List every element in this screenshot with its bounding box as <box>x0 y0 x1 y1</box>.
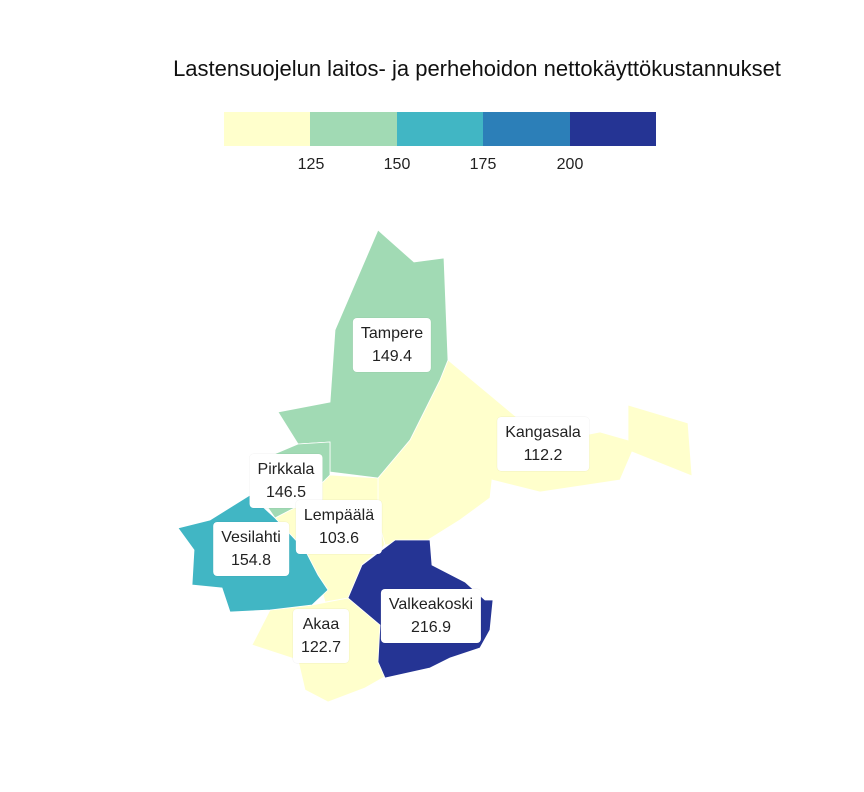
label-valkeakoski-name: Valkeakoski <box>388 596 474 613</box>
label-valkeakoski-value: 216.9 <box>410 619 452 636</box>
legend-swatch-3 <box>396 112 484 146</box>
legend-swatch-4 <box>483 112 570 146</box>
label-pirkkala-name: Pirkkala <box>257 461 315 478</box>
label-lempaala: Lempäälä 103.6 <box>295 500 383 554</box>
label-vesilahti-name: Vesilahti <box>221 529 281 546</box>
label-vesilahti: Vesilahti 154.8 <box>213 522 289 576</box>
label-valkeakoski: Valkeakoski 216.9 <box>380 589 482 643</box>
label-vesilahti-value: 154.8 <box>230 552 272 569</box>
label-kangasala: Kangasala 112.2 <box>497 417 589 471</box>
label-tampere-value: 149.4 <box>371 348 413 365</box>
label-lempaala-name: Lempäälä <box>303 507 375 524</box>
legend-swatch-5 <box>569 112 657 146</box>
legend-tick-150: 150 <box>383 156 411 173</box>
legend-tick-175: 175 <box>469 156 497 173</box>
label-kangasala-name: Kangasala <box>505 424 581 441</box>
label-pirkkala: Pirkkala 146.5 <box>249 454 323 508</box>
label-lempaala-value: 103.6 <box>318 530 360 547</box>
legend-swatch-1 <box>224 112 311 146</box>
label-akaa-name: Akaa <box>302 616 340 633</box>
legend-tick-200: 200 <box>556 156 584 173</box>
legend-tick-125: 125 <box>297 156 325 173</box>
label-akaa-value: 122.7 <box>300 639 342 656</box>
label-tampere: Tampere 149.4 <box>352 318 432 372</box>
map-title: Lastensuojelun laitos- ja perhehoidon ne… <box>173 56 781 81</box>
label-kangasala-value: 112.2 <box>523 447 563 464</box>
label-tampere-name: Tampere <box>360 325 424 342</box>
label-akaa: Akaa 122.7 <box>292 609 350 663</box>
label-pirkkala-value: 146.5 <box>265 484 307 501</box>
color-legend <box>224 112 657 146</box>
legend-swatch-2 <box>310 112 397 146</box>
